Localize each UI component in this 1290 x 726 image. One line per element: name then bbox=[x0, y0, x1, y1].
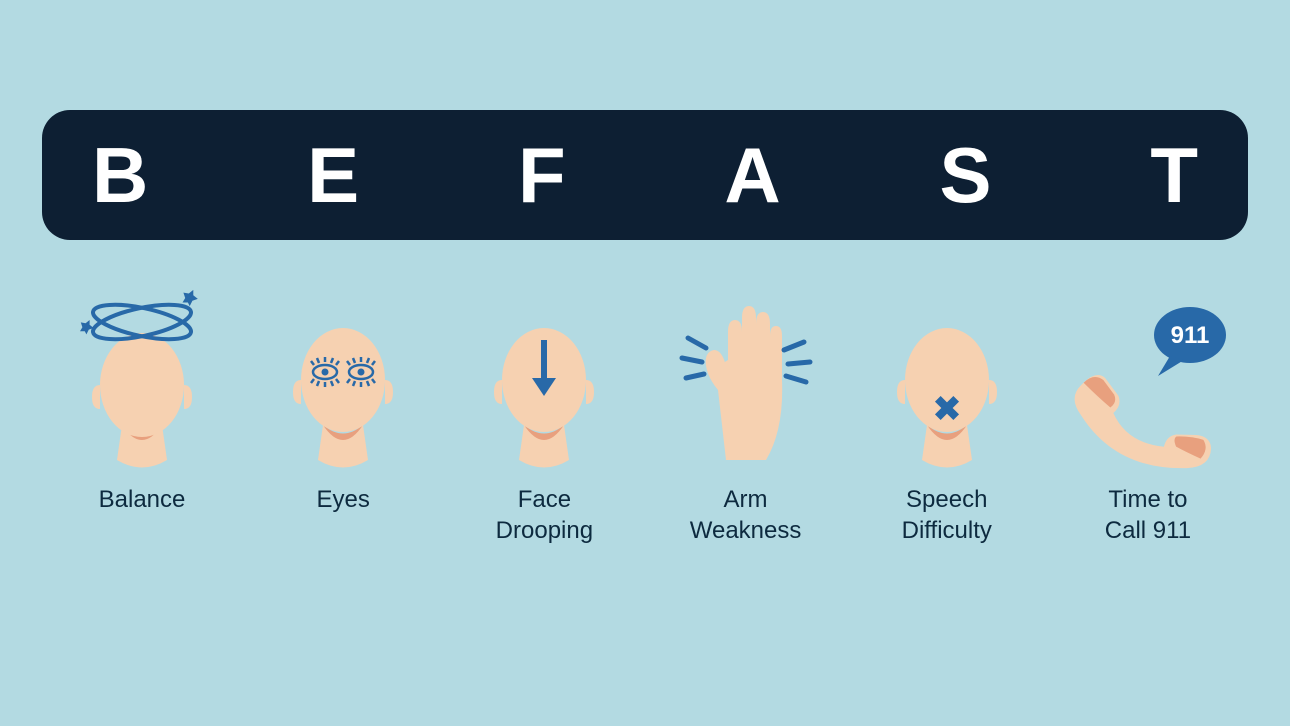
face-drooping-icon bbox=[454, 280, 634, 470]
call-911-icon: 911 bbox=[1058, 280, 1238, 470]
item-eyes: Eyes bbox=[243, 280, 443, 546]
caption-balance: Balance bbox=[99, 484, 186, 515]
item-arm: Arm Weakness bbox=[646, 280, 846, 546]
infographic-canvas: B E F A S T bbox=[0, 0, 1290, 726]
banner-letter-a: A bbox=[724, 136, 780, 214]
eyes-icon bbox=[253, 280, 433, 470]
items-row: Balance bbox=[42, 280, 1248, 546]
caption-face: Face Drooping bbox=[496, 484, 593, 546]
befast-banner: B E F A S T bbox=[42, 110, 1248, 240]
balance-icon bbox=[52, 280, 232, 470]
caption-speech: Speech Difficulty bbox=[902, 484, 992, 546]
caption-arm: Arm Weakness bbox=[690, 484, 802, 546]
item-balance: Balance bbox=[42, 280, 242, 546]
item-time: 911 Time to Call 911 bbox=[1048, 280, 1248, 546]
banner-letter-e: E bbox=[307, 136, 359, 214]
item-face: Face Drooping bbox=[444, 280, 644, 546]
caption-time: Time to Call 911 bbox=[1105, 484, 1191, 546]
caption-eyes: Eyes bbox=[317, 484, 370, 515]
banner-letter-f: F bbox=[518, 136, 566, 214]
banner-letter-b: B bbox=[92, 136, 148, 214]
arm-weakness-icon bbox=[656, 280, 836, 470]
speech-difficulty-icon bbox=[857, 280, 1037, 470]
banner-letter-s: S bbox=[940, 136, 992, 214]
bubble-911-text: 911 bbox=[1171, 322, 1210, 349]
item-speech: Speech Difficulty bbox=[847, 280, 1047, 546]
banner-letter-t: T bbox=[1150, 136, 1198, 214]
